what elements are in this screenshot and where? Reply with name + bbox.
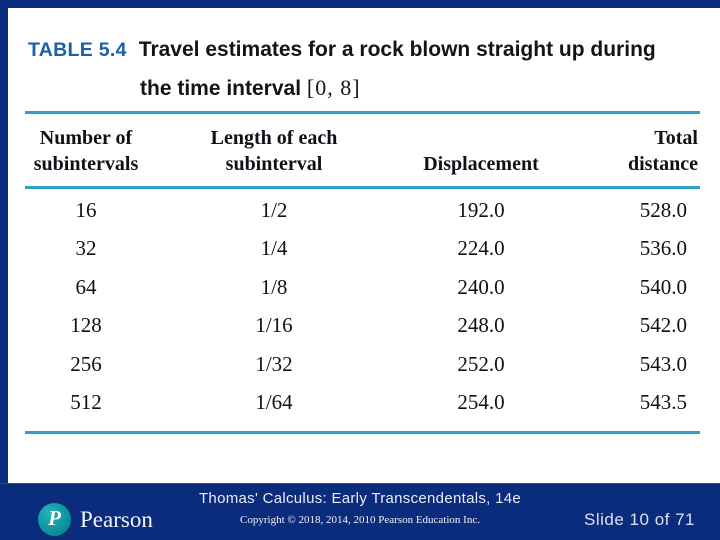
cell-total-distance: 528.0 xyxy=(639,197,687,222)
title-text-continued: the time interval xyxy=(140,77,302,100)
cell-subintervals: 512 xyxy=(70,390,102,415)
cell-total-distance: 542.0 xyxy=(639,313,687,338)
cell-displacement: 224.0 xyxy=(457,236,505,261)
book-title: Thomas' Calculus: Early Transcendentals,… xyxy=(198,490,522,507)
table-row: 128 1/16 248.0 542.0 xyxy=(25,307,700,346)
slide-page-indicator: Slide 10 of 71 xyxy=(584,510,695,529)
table-row: 512 1/64 254.0 543.5 xyxy=(25,384,700,423)
table-rule-top xyxy=(25,111,700,114)
cell-length: 1/16 xyxy=(255,313,293,338)
header-total-distance: Total distance xyxy=(561,125,700,177)
table-row: 16 1/2 192.0 528.0 xyxy=(25,191,700,230)
header-line: Displacement xyxy=(423,153,539,175)
cell-subintervals: 64 xyxy=(75,274,97,299)
table-header-row: Number of subintervals Length of each su… xyxy=(25,114,700,186)
cell-length: 1/2 xyxy=(260,197,288,222)
header-line: Total xyxy=(654,127,698,149)
header-line: subintervals xyxy=(33,153,139,175)
cell-subintervals: 32 xyxy=(75,236,97,261)
header-line: Length of each xyxy=(210,127,338,149)
table-rule-middle xyxy=(25,186,700,189)
cell-displacement: 240.0 xyxy=(457,274,505,299)
cell-subintervals: 256 xyxy=(70,351,102,376)
title-line-2: the time interval [0, 8] xyxy=(140,75,698,101)
header-line: distance xyxy=(628,153,698,175)
header-displacement: Displacement xyxy=(401,151,561,177)
cell-total-distance: 543.5 xyxy=(639,390,687,415)
cell-length: 1/8 xyxy=(260,274,288,299)
estimates-table: Number of subintervals Length of each su… xyxy=(25,111,700,434)
table-row: 32 1/4 224.0 536.0 xyxy=(25,230,700,269)
table-label: TABLE 5.4 xyxy=(28,39,127,61)
cell-subintervals: 16 xyxy=(75,197,97,222)
title-text: Travel estimates for a rock blown straig… xyxy=(138,38,656,61)
table-body: 16 1/2 192.0 528.0 32 1/4 224.0 536.0 64… xyxy=(25,189,700,431)
cell-length: 1/64 xyxy=(255,390,293,415)
interval-notation: [0, 8] xyxy=(306,75,361,100)
slide-frame-top xyxy=(0,0,720,8)
copyright-notice: Copyright © 2018, 2014, 2010 Pearson Edu… xyxy=(240,514,480,526)
header-length-of-each-subinterval: Length of each subinterval xyxy=(147,125,401,177)
cell-displacement: 252.0 xyxy=(457,351,505,376)
slide-frame-left xyxy=(0,0,8,540)
header-line: subinterval xyxy=(225,153,323,175)
pearson-logo: P Pearson xyxy=(38,503,153,536)
table-row: 256 1/32 252.0 543.0 xyxy=(25,345,700,384)
cell-length: 1/4 xyxy=(260,236,288,261)
slide-title: TABLE 5.4 Travel estimates for a rock blo… xyxy=(28,38,698,101)
cell-displacement: 254.0 xyxy=(457,390,505,415)
cell-subintervals: 128 xyxy=(70,313,102,338)
cell-total-distance: 543.0 xyxy=(639,351,687,376)
table-rule-bottom xyxy=(25,431,700,434)
title-line-1: TABLE 5.4 Travel estimates for a rock blo… xyxy=(28,38,698,62)
header-line: Number of xyxy=(39,127,133,149)
cell-displacement: 248.0 xyxy=(457,313,505,338)
cell-length: 1/32 xyxy=(255,351,293,376)
pearson-logo-icon: P xyxy=(38,503,71,536)
table-row: 64 1/8 240.0 540.0 xyxy=(25,268,700,307)
slide-footer: Thomas' Calculus: Early Transcendentals,… xyxy=(0,483,720,540)
header-number-of-subintervals: Number of subintervals xyxy=(25,125,147,177)
cell-displacement: 192.0 xyxy=(457,197,505,222)
pearson-brand-name: Pearson xyxy=(80,506,153,532)
cell-total-distance: 536.0 xyxy=(639,236,687,261)
cell-total-distance: 540.0 xyxy=(639,274,687,299)
